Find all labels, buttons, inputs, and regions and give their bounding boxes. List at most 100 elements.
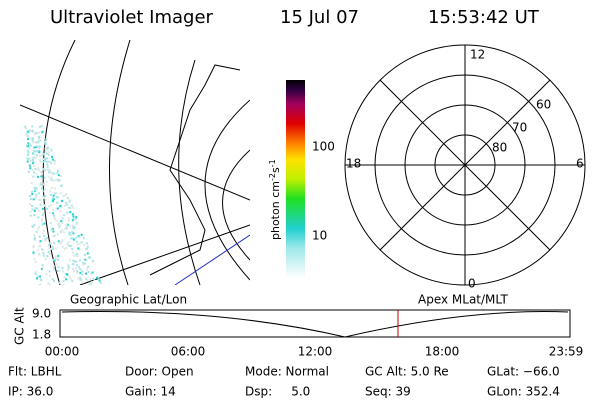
aurora-pixel <box>54 192 57 195</box>
aurora-pixel <box>31 137 34 140</box>
aurora-pixel <box>38 235 41 238</box>
info-field: Dsp: 5.0 <box>245 385 310 399</box>
colorbar <box>286 80 305 278</box>
aurora-pixel <box>59 224 62 227</box>
timeline-x-tick: 12:00 <box>298 345 333 359</box>
unit: photon cm <box>269 181 282 240</box>
aurora-pixel <box>86 252 89 255</box>
aurora-pixel <box>40 125 43 127</box>
aurora-pixel <box>51 179 54 182</box>
aurora-pixel <box>56 172 59 175</box>
aurora-pixel <box>50 228 53 231</box>
aurora-pixel <box>79 271 82 274</box>
mlt-label: 0 <box>468 277 476 291</box>
aurora-pixel <box>48 270 51 273</box>
aurora-pixel <box>74 218 77 221</box>
aurora-pixel <box>63 248 66 251</box>
aurora-pixel <box>72 207 75 209</box>
aurora-pixel <box>47 175 50 178</box>
aurora-pixel <box>65 278 68 281</box>
aurora-pixel <box>31 169 34 172</box>
unit: -1 <box>268 159 277 167</box>
aurora-pixel <box>44 195 47 198</box>
aurora-pixel <box>63 214 65 217</box>
info-field: IP: 36.0 <box>8 385 53 399</box>
aurora-pixel <box>45 152 48 155</box>
aurora-pixel <box>46 255 49 258</box>
aurora-pixel <box>66 223 69 226</box>
aurora-pixel <box>55 196 58 199</box>
aurora-pixel <box>30 144 33 147</box>
aurora-pixel <box>26 149 29 152</box>
aurora-pixel <box>68 233 71 236</box>
aurora-pixel <box>60 240 63 243</box>
aurora-pixel <box>63 276 66 279</box>
info-field: GC Alt: 5.0 Re <box>365 365 449 379</box>
aurora-pixel <box>48 171 51 174</box>
aurora-pixel <box>47 251 50 253</box>
aurora-pixel <box>78 242 81 245</box>
aurora-pixel <box>58 270 61 273</box>
aurora-pixel <box>39 240 42 243</box>
timeline-title: Geographic Lat/Lon <box>70 293 187 307</box>
aurora-pixel <box>76 253 79 255</box>
aurora-pixel <box>88 256 91 259</box>
aurora-pixel <box>44 198 47 201</box>
aurora-pixel <box>66 269 69 272</box>
aurora-pixel <box>41 232 44 235</box>
aurora-pixel <box>79 268 82 271</box>
aurora-pixel <box>66 243 69 246</box>
aurora-pixel <box>61 229 64 232</box>
aurora-pixel <box>47 153 50 156</box>
aurora-pixel <box>79 276 82 279</box>
aurora-pixel <box>60 200 63 203</box>
info-field: GLat: −66.0 <box>487 365 560 379</box>
aurora-pixel <box>32 245 35 248</box>
aurora-pixel <box>68 206 71 209</box>
aurora-pixel <box>65 246 68 249</box>
aurora-pixel <box>50 171 53 174</box>
aurora-pixel <box>35 146 38 149</box>
aurora-pixel <box>66 242 69 245</box>
aurora-pixel <box>53 179 56 182</box>
aurora-pixel <box>46 165 49 168</box>
aurora-pixel <box>40 279 43 282</box>
aurora-pixel <box>44 169 47 172</box>
aurora-pixel <box>81 273 84 276</box>
aurora-pixel <box>91 271 94 274</box>
aurora-pixel <box>32 175 35 178</box>
aurora-pixel <box>46 237 49 240</box>
aurora-pixel <box>32 251 35 254</box>
aurora-pixel <box>44 258 47 261</box>
info-panel: Flt: LBHL Door: Open Mode: Normal GC Alt: 5… <box>8 365 560 399</box>
aurora-pixel <box>33 146 36 149</box>
aurora-pixel <box>43 176 46 179</box>
aurora-pixel <box>46 163 49 166</box>
aurora-pixel <box>40 171 42 173</box>
aurora-pixel <box>51 245 54 248</box>
aurora-pixel <box>72 217 75 220</box>
aurora-pixel <box>66 273 69 276</box>
aurora-pixel <box>62 280 65 283</box>
aurora-pixel <box>41 264 44 267</box>
aurora-pixel <box>34 272 37 275</box>
aurora-pixel <box>69 244 72 247</box>
aurora-pixel <box>80 241 83 244</box>
aurora-pixel <box>65 201 68 204</box>
aurora-pixel <box>75 260 78 263</box>
aurora-pixel <box>45 138 48 141</box>
aurora-pixel <box>27 130 30 133</box>
aurora-pixel <box>87 270 90 273</box>
aurora-pixel <box>85 248 88 251</box>
aurora-pixel <box>83 244 86 247</box>
aurora-pixel <box>71 231 74 234</box>
aurora-pixel <box>42 252 45 255</box>
aurora-pixel <box>37 175 39 178</box>
aurora-pixel <box>37 138 40 141</box>
aurora-pixel <box>72 238 75 241</box>
aurora-pixel <box>42 212 45 215</box>
aurora-pixel <box>53 160 56 162</box>
aurora-pixel <box>61 222 64 224</box>
